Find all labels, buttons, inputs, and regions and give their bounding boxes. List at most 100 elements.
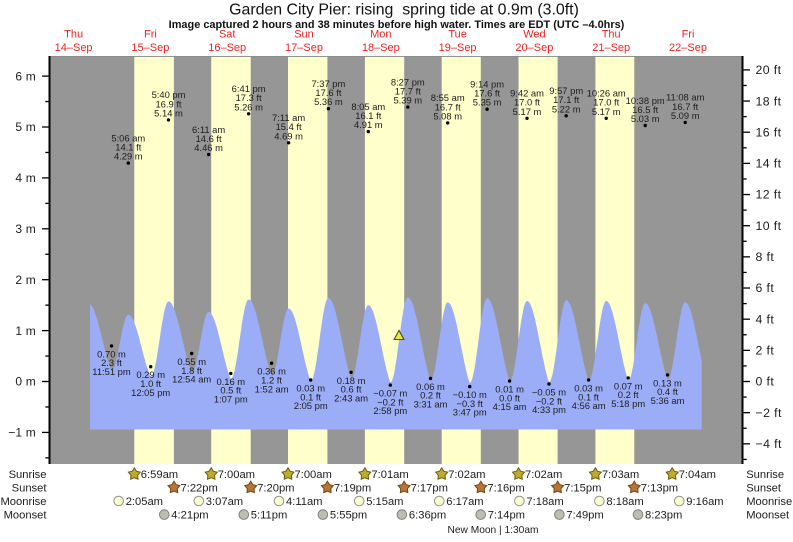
svg-text:0.2 ft: 0.2 ft — [420, 390, 441, 401]
svg-text:20–Sep: 20–Sep — [515, 42, 553, 54]
svg-text:Thu: Thu — [602, 29, 621, 41]
svg-text:4:21pm: 4:21pm — [171, 510, 208, 522]
svg-text:17.6 ft: 17.6 ft — [315, 87, 341, 98]
svg-text:16–Sep: 16–Sep — [208, 42, 246, 54]
svg-text:5.14 m: 5.14 m — [154, 107, 183, 118]
svg-text:−4 ft: −4 ft — [756, 437, 782, 451]
svg-text:Fri: Fri — [682, 29, 695, 41]
svg-text:5.17 m: 5.17 m — [592, 106, 621, 117]
svg-text:2:43 am: 2:43 am — [334, 392, 368, 403]
svg-text:7:18am: 7:18am — [526, 496, 563, 508]
svg-text:9:42 am: 9:42 am — [510, 88, 544, 99]
svg-text:0.1 ft: 0.1 ft — [300, 391, 321, 402]
svg-text:−0.2 ft: −0.2 ft — [536, 395, 563, 406]
svg-text:Sunset: Sunset — [746, 483, 782, 495]
svg-text:Wed: Wed — [523, 29, 545, 41]
svg-text:2:05am: 2:05am — [126, 496, 163, 508]
svg-text:0.06 m: 0.06 m — [416, 381, 445, 392]
svg-text:7:37 pm: 7:37 pm — [311, 78, 345, 89]
svg-text:−2 ft: −2 ft — [756, 406, 782, 420]
svg-text:Fri: Fri — [144, 29, 157, 41]
svg-text:Mon: Mon — [370, 29, 391, 41]
svg-text:21–Sep: 21–Sep — [592, 42, 630, 54]
svg-text:4.69 m: 4.69 m — [274, 130, 303, 141]
svg-text:0.6 ft: 0.6 ft — [341, 384, 362, 395]
svg-text:12:05 pm: 12:05 pm — [131, 387, 170, 398]
svg-text:−0.3 ft: −0.3 ft — [457, 398, 484, 409]
svg-text:7:04am: 7:04am — [679, 469, 716, 481]
svg-text:Sun: Sun — [294, 29, 314, 41]
svg-text:4:11am: 4:11am — [286, 496, 322, 508]
svg-text:Garden City Pier: rising spri: Garden City Pier: rising spring tide at … — [229, 2, 579, 19]
svg-text:−0.05 m: −0.05 m — [532, 387, 566, 398]
svg-text:5.26 m: 5.26 m — [234, 101, 263, 112]
svg-text:16.9 ft: 16.9 ft — [155, 98, 181, 109]
svg-text:12:54 am: 12:54 am — [172, 374, 211, 385]
svg-text:3:31 am: 3:31 am — [414, 399, 448, 410]
svg-text:3:07am: 3:07am — [206, 496, 243, 508]
svg-text:9:57 pm: 9:57 pm — [549, 85, 583, 96]
svg-text:16.5 ft: 16.5 ft — [632, 104, 658, 115]
svg-text:10 ft: 10 ft — [756, 219, 782, 233]
svg-text:7:13pm: 7:13pm — [641, 483, 678, 495]
svg-text:6:41 pm: 6:41 pm — [232, 83, 266, 94]
svg-text:4:56 am: 4:56 am — [572, 400, 606, 411]
svg-text:14.6 ft: 14.6 ft — [196, 133, 222, 144]
svg-text:17.7 ft: 17.7 ft — [395, 86, 421, 97]
svg-text:0.07 m: 0.07 m — [614, 380, 643, 391]
svg-text:6:11 am: 6:11 am — [192, 124, 225, 135]
svg-text:0.4 ft: 0.4 ft — [657, 386, 678, 397]
svg-text:5:40 pm: 5:40 pm — [152, 89, 186, 100]
svg-text:−0.2 ft: −0.2 ft — [377, 396, 404, 407]
svg-text:7:01am: 7:01am — [371, 469, 408, 481]
svg-text:4:15 am: 4:15 am — [493, 401, 527, 412]
svg-text:5.39 m: 5.39 m — [393, 95, 422, 106]
svg-text:7:11 am: 7:11 am — [272, 112, 305, 123]
svg-text:19–Sep: 19–Sep — [439, 42, 477, 54]
svg-text:4 ft: 4 ft — [756, 312, 775, 326]
svg-text:17.0 ft: 17.0 ft — [514, 97, 540, 108]
svg-text:5.22 m: 5.22 m — [552, 103, 581, 114]
svg-text:16.7 ft: 16.7 ft — [435, 101, 461, 112]
svg-text:2:05 pm: 2:05 pm — [294, 400, 328, 411]
svg-text:8:18am: 8:18am — [606, 496, 643, 508]
svg-text:5.17 m: 5.17 m — [513, 106, 542, 117]
svg-text:17.0 ft: 17.0 ft — [593, 97, 619, 108]
svg-text:5:18 pm: 5:18 pm — [611, 398, 645, 409]
svg-text:12 ft: 12 ft — [756, 188, 782, 202]
svg-text:7:02am: 7:02am — [525, 469, 562, 481]
svg-text:New Moon | 1:30am: New Moon | 1:30am — [448, 525, 539, 536]
svg-text:10:38 pm: 10:38 pm — [626, 95, 665, 106]
svg-text:16.1 ft: 16.1 ft — [355, 110, 381, 121]
svg-text:5.36 m: 5.36 m — [314, 96, 343, 107]
svg-text:14.1 ft: 14.1 ft — [115, 142, 141, 153]
svg-text:0.29 m: 0.29 m — [136, 369, 165, 380]
svg-text:0.55 m: 0.55 m — [177, 356, 206, 367]
svg-text:6:17am: 6:17am — [446, 496, 483, 508]
svg-text:8:23pm: 8:23pm — [645, 510, 682, 522]
svg-text:1:52 am: 1:52 am — [255, 383, 289, 394]
svg-text:7:17pm: 7:17pm — [411, 483, 448, 495]
svg-text:Sunrise: Sunrise — [746, 469, 784, 481]
svg-text:4.46 m: 4.46 m — [194, 142, 223, 153]
svg-text:0.03 m: 0.03 m — [574, 383, 603, 394]
svg-text:7:22pm: 7:22pm — [181, 483, 218, 495]
svg-text:16.7 ft: 16.7 ft — [672, 101, 698, 112]
svg-text:2:58 pm: 2:58 pm — [373, 405, 407, 416]
svg-text:20 ft: 20 ft — [756, 63, 782, 77]
svg-text:Sunset: Sunset — [12, 483, 48, 495]
svg-text:0.16 m: 0.16 m — [216, 376, 245, 387]
svg-text:5 m: 5 m — [15, 120, 36, 134]
svg-text:4.91 m: 4.91 m — [354, 119, 383, 130]
svg-text:4:33 pm: 4:33 pm — [532, 404, 566, 415]
svg-text:Sat: Sat — [219, 29, 236, 41]
svg-text:6:36pm: 6:36pm — [409, 510, 446, 522]
svg-text:5.09 m: 5.09 m — [671, 110, 700, 121]
svg-text:4.29 m: 4.29 m — [114, 151, 143, 162]
svg-text:18–Sep: 18–Sep — [362, 42, 400, 54]
svg-text:0 m: 0 m — [15, 375, 36, 389]
svg-text:5:55pm: 5:55pm — [330, 510, 367, 522]
svg-text:5.03 m: 5.03 m — [631, 113, 660, 124]
svg-text:5:15am: 5:15am — [366, 496, 403, 508]
svg-text:17.6 ft: 17.6 ft — [474, 88, 500, 99]
